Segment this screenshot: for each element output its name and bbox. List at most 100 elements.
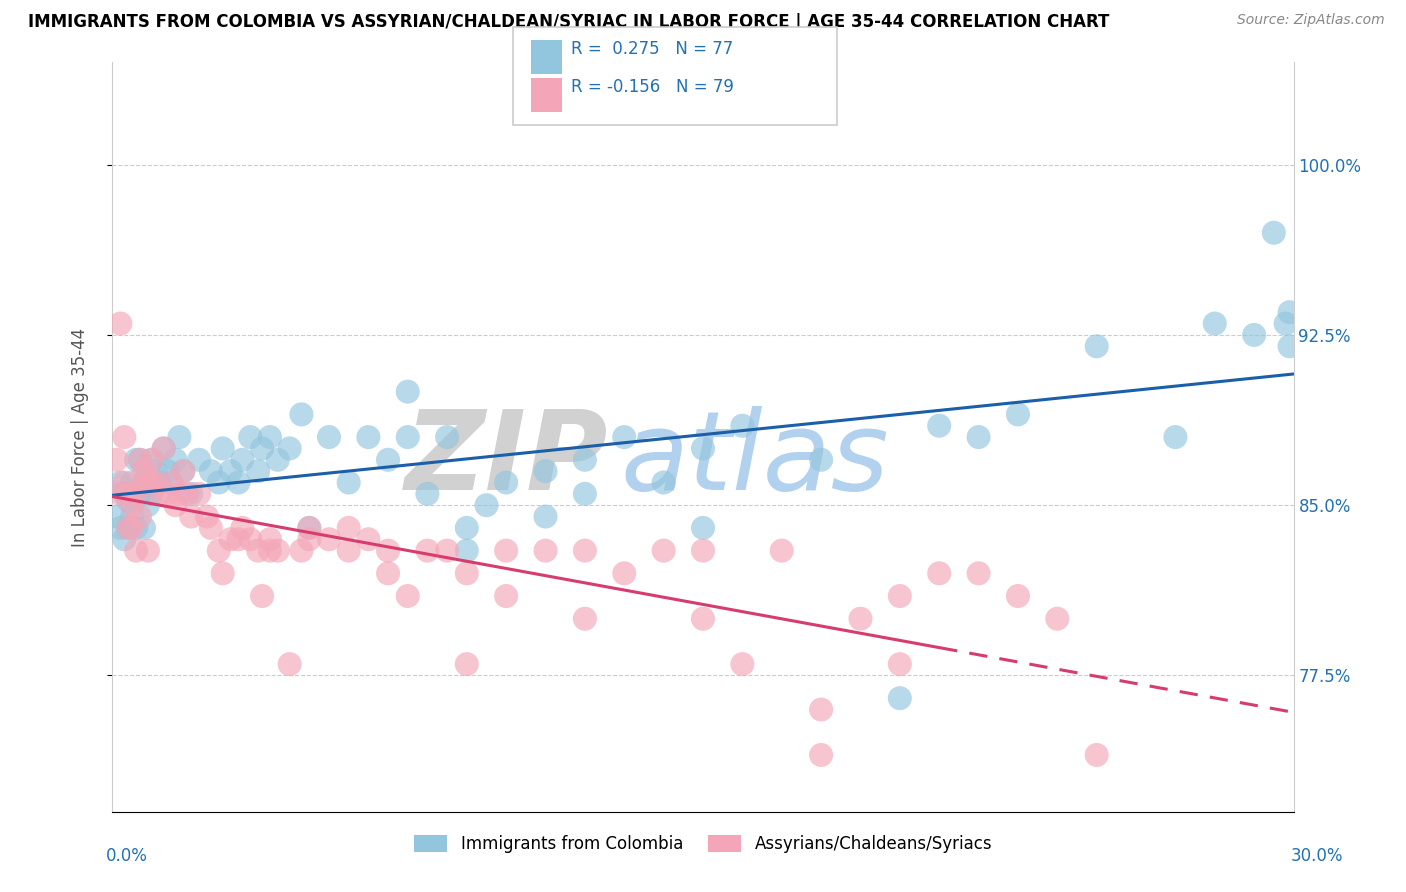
Point (534, 543, 557, 558)
Point (1164, 430, 1187, 444)
Point (149, 475, 172, 490)
Point (172, 464, 194, 478)
Point (278, 442, 301, 456)
Text: R =  0.275   N = 77: R = 0.275 N = 77 (571, 40, 733, 58)
Point (1278, 305, 1301, 319)
Point (574, 612, 596, 626)
Point (121, 509, 143, 524)
Point (129, 452, 152, 467)
Point (337, 543, 360, 558)
Point (298, 533, 321, 547)
Point (290, 408, 312, 422)
Point (278, 657, 301, 672)
Point (377, 543, 399, 558)
Point (180, 487, 202, 501)
Point (117, 487, 139, 501)
Point (136, 475, 159, 490)
Point (211, 566, 233, 581)
Point (129, 452, 152, 467)
Point (357, 430, 380, 444)
Point (267, 452, 290, 467)
Point (160, 475, 183, 490)
Point (112, 430, 135, 444)
Point (396, 589, 419, 603)
Point (1263, 226, 1285, 240)
Point (180, 509, 202, 524)
Point (967, 566, 990, 581)
Point (1204, 317, 1226, 331)
Point (141, 475, 163, 490)
Point (195, 509, 218, 524)
Point (231, 452, 253, 467)
Point (810, 702, 832, 716)
Point (110, 487, 132, 501)
Point (928, 418, 950, 433)
Point (495, 475, 517, 490)
Point (613, 566, 636, 581)
Point (889, 657, 911, 672)
Point (188, 487, 211, 501)
Point (337, 475, 360, 490)
Point (456, 566, 478, 581)
Point (416, 543, 439, 558)
Point (136, 498, 159, 512)
Point (692, 521, 714, 535)
Point (416, 487, 439, 501)
Point (1085, 747, 1108, 762)
Point (152, 442, 174, 456)
Point (810, 452, 832, 467)
Point (112, 487, 135, 501)
Point (110, 317, 132, 331)
Point (495, 543, 517, 558)
Point (967, 430, 990, 444)
Point (928, 566, 950, 581)
Point (145, 475, 167, 490)
Text: Source: ZipAtlas.com: Source: ZipAtlas.com (1237, 13, 1385, 28)
Point (849, 612, 872, 626)
Point (112, 475, 135, 490)
Point (574, 452, 596, 467)
Text: 30.0%: 30.0% (1291, 847, 1343, 864)
Point (495, 589, 517, 603)
Point (770, 543, 793, 558)
Point (436, 430, 458, 444)
Point (534, 509, 557, 524)
Point (141, 487, 163, 501)
Point (208, 543, 231, 558)
Point (117, 521, 139, 535)
Point (337, 521, 360, 535)
Point (318, 430, 340, 444)
Point (731, 418, 754, 433)
Point (132, 521, 155, 535)
Point (1243, 327, 1265, 342)
Point (125, 543, 148, 558)
Point (613, 430, 636, 444)
Point (105, 452, 128, 467)
Point (1274, 317, 1296, 331)
Point (731, 657, 754, 672)
Point (121, 498, 143, 512)
Point (136, 480, 159, 494)
Point (110, 521, 132, 535)
Point (259, 533, 281, 547)
Text: IMMIGRANTS FROM COLOMBIA VS ASSYRIAN/CHALDEAN/SYRIAC IN LABOR FORCE | AGE 35-44 : IMMIGRANTS FROM COLOMBIA VS ASSYRIAN/CHA… (28, 13, 1109, 31)
Point (259, 430, 281, 444)
Point (228, 475, 250, 490)
Point (692, 442, 714, 456)
Text: ZIP: ZIP (405, 406, 609, 513)
Point (1085, 339, 1108, 353)
Point (652, 543, 675, 558)
Point (267, 543, 290, 558)
Point (889, 691, 911, 706)
Point (172, 464, 194, 478)
Point (456, 657, 478, 672)
Point (149, 487, 172, 501)
Point (165, 498, 187, 512)
Point (132, 475, 155, 490)
Point (250, 589, 273, 603)
Point (200, 464, 222, 478)
Point (160, 475, 183, 490)
Point (125, 487, 148, 501)
Point (152, 442, 174, 456)
Point (228, 533, 250, 547)
